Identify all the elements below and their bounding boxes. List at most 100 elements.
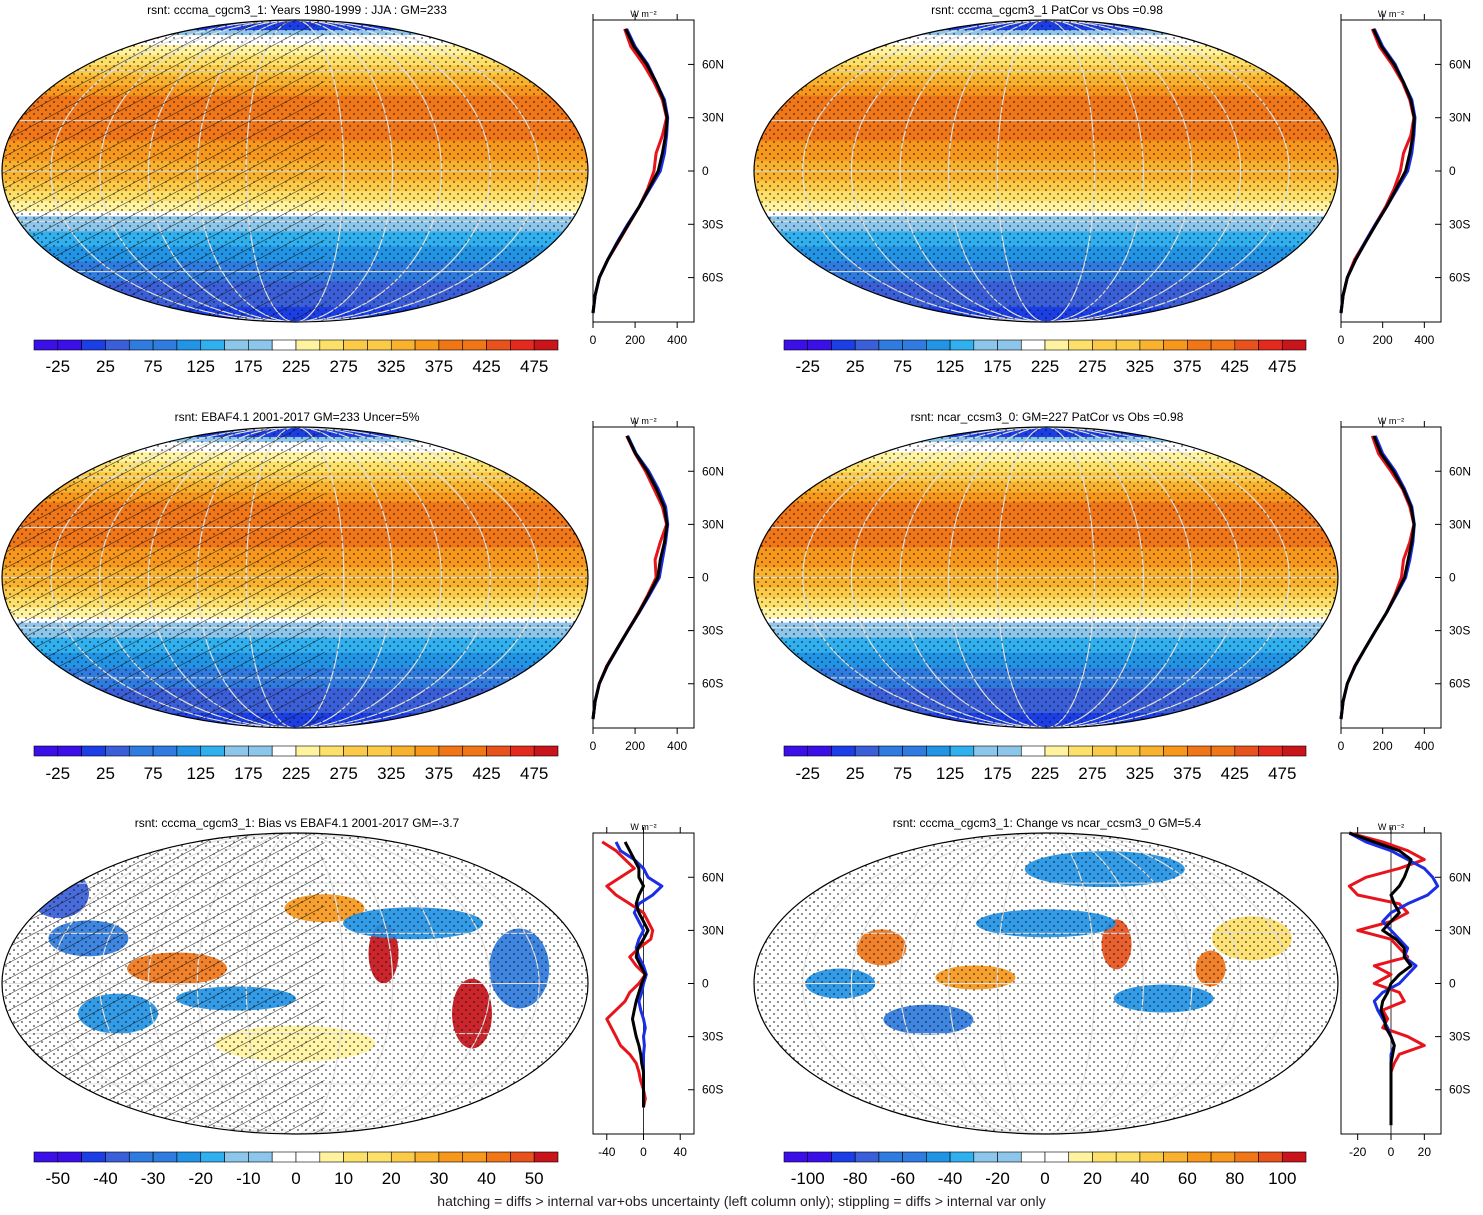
colorbar-label: -40 bbox=[938, 1169, 963, 1188]
y-tick-label: 60S bbox=[1449, 1083, 1470, 1097]
colorbar-box bbox=[81, 339, 106, 351]
x-tick-label: 20 bbox=[1418, 1145, 1432, 1159]
colorbar-box bbox=[783, 745, 809, 757]
colorbar: -25 25 75 125 175 225 275 325 375 425 475 bbox=[783, 745, 1307, 783]
x-tick-label: 0 bbox=[590, 739, 597, 753]
colorbar-label: 475 bbox=[520, 764, 548, 783]
colorbar-label: 425 bbox=[1221, 357, 1249, 376]
colorbar-box bbox=[81, 1151, 106, 1163]
colorbar-box bbox=[390, 1151, 416, 1163]
colorbar-box bbox=[1092, 1151, 1117, 1163]
colorbar-box bbox=[783, 339, 809, 351]
colorbar-box bbox=[367, 339, 392, 351]
panel-title: rsnt: cccma_cgcm3_1: Years 1980-1999 : J… bbox=[147, 3, 447, 17]
colorbar-label: -80 bbox=[843, 1169, 868, 1188]
colorbar-label: 325 bbox=[377, 764, 405, 783]
colorbar-box bbox=[200, 339, 225, 351]
colorbar-label: -10 bbox=[236, 1169, 261, 1188]
colorbar-label: 475 bbox=[520, 357, 548, 376]
y-tick-label: 0 bbox=[702, 164, 709, 178]
colorbar: -25 25 75 125 175 225 275 325 375 425 475 bbox=[33, 339, 559, 376]
unit-label: W m⁻² bbox=[630, 9, 656, 19]
colorbar-box bbox=[295, 745, 321, 757]
panel-title: rsnt: cccma_cgcm3_1: Bias vs EBAF4.1 200… bbox=[135, 816, 460, 830]
colorbar-box bbox=[248, 1151, 273, 1163]
colorbar-box bbox=[949, 1151, 975, 1163]
unit-label: W m⁻² bbox=[630, 822, 656, 832]
colorbar-box bbox=[1234, 1151, 1259, 1163]
colorbar-box bbox=[510, 1151, 535, 1163]
map-panel-2: rsnt: cccma_cgcm3_1 PatCor vs Obs =0.98 -… bbox=[753, 3, 1339, 376]
colorbar-box bbox=[510, 745, 535, 757]
y-tick-label: 30N bbox=[702, 517, 724, 531]
panel-title: rsnt: EBAF4.1 2001-2017 GM=233 Uncer=5% bbox=[175, 410, 420, 424]
y-tick-label: 60N bbox=[702, 57, 724, 71]
colorbar-box bbox=[997, 1151, 1022, 1163]
zonal-profile-2: 0 200 400 60N 30N 0 30S 60S W m⁻² bbox=[1338, 9, 1471, 347]
colorbar-box bbox=[438, 745, 464, 757]
panel-title: rsnt: ncar_ccsm3_0: GM=227 PatCor vs Obs… bbox=[911, 410, 1184, 424]
x-tick-label: -40 bbox=[598, 1145, 616, 1159]
colorbar-box bbox=[1163, 339, 1188, 351]
footnote: hatching = diffs > internal var+obs unce… bbox=[437, 1193, 1046, 1209]
colorbar-box bbox=[1115, 1151, 1141, 1163]
colorbar-box bbox=[1068, 339, 1093, 351]
colorbar-label: 75 bbox=[144, 764, 163, 783]
x-tick-label: 400 bbox=[1414, 739, 1434, 753]
colorbar-label: 325 bbox=[1126, 764, 1154, 783]
profile-line-black bbox=[591, 435, 669, 720]
colorbar-box bbox=[878, 339, 903, 351]
colorbar-box bbox=[807, 339, 832, 351]
profile-line-blue bbox=[1348, 831, 1440, 1126]
colorbar-box bbox=[152, 745, 178, 757]
colorbar-box bbox=[295, 1151, 321, 1163]
y-tick-label: 60S bbox=[702, 1083, 723, 1097]
colorbar-box bbox=[152, 1151, 178, 1163]
colorbar-label: 425 bbox=[472, 764, 500, 783]
colorbar-box bbox=[319, 339, 344, 351]
colorbar-box bbox=[271, 1151, 297, 1163]
colorbar-box bbox=[997, 745, 1022, 757]
colorbar-box bbox=[1044, 1151, 1070, 1163]
colorbar-label: 475 bbox=[1268, 764, 1296, 783]
colorbar-box bbox=[438, 339, 464, 351]
colorbar-box bbox=[1020, 1151, 1046, 1163]
colorbar-box bbox=[367, 1151, 392, 1163]
colorbar-box bbox=[1092, 339, 1117, 351]
colorbar-label: 75 bbox=[893, 764, 912, 783]
colorbar-box bbox=[854, 745, 880, 757]
colorbar-box bbox=[390, 745, 416, 757]
colorbar-box bbox=[949, 339, 975, 351]
colorbar-label: 25 bbox=[846, 357, 865, 376]
x-tick-label: 200 bbox=[625, 739, 645, 753]
y-tick-label: 60N bbox=[1449, 57, 1471, 71]
colorbar-box bbox=[926, 339, 951, 351]
colorbar-box bbox=[831, 745, 856, 757]
colorbar-label: 325 bbox=[377, 357, 405, 376]
colorbar-label: 375 bbox=[1173, 357, 1201, 376]
x-tick-label: 0 bbox=[590, 333, 597, 347]
colorbar-box bbox=[831, 339, 856, 351]
colorbar-label: 425 bbox=[1221, 764, 1249, 783]
y-tick-label: 30N bbox=[1449, 517, 1471, 531]
colorbar-box bbox=[57, 1151, 82, 1163]
colorbar-label: 25 bbox=[846, 764, 865, 783]
colorbar-box bbox=[1258, 339, 1283, 351]
zonal-profile-5: -40 0 40 60N 30N 0 30S 60S W m⁻² bbox=[592, 822, 724, 1159]
y-tick-label: 60S bbox=[702, 677, 723, 691]
colorbar-box bbox=[533, 745, 559, 757]
colorbar-box bbox=[807, 1151, 832, 1163]
colorbar-box bbox=[831, 1151, 856, 1163]
colorbar-box bbox=[1258, 745, 1283, 757]
colorbar-label: 0 bbox=[291, 1169, 300, 1188]
y-tick-label: 30S bbox=[702, 217, 723, 231]
x-tick-label: 200 bbox=[1373, 739, 1393, 753]
profile-frame bbox=[1340, 19, 1442, 323]
colorbar-box bbox=[1020, 745, 1046, 757]
colorbar-box bbox=[533, 1151, 559, 1163]
map-panel-5: rsnt: cccma_cgcm3_1: Bias vs EBAF4.1 200… bbox=[1, 816, 589, 1188]
panel-title: rsnt: cccma_cgcm3_1 PatCor vs Obs =0.98 bbox=[931, 3, 1163, 17]
colorbar: -25 25 75 125 175 225 275 325 375 425 475 bbox=[33, 745, 559, 783]
y-tick-label: 60N bbox=[1449, 870, 1471, 884]
colorbar-box bbox=[176, 745, 202, 757]
